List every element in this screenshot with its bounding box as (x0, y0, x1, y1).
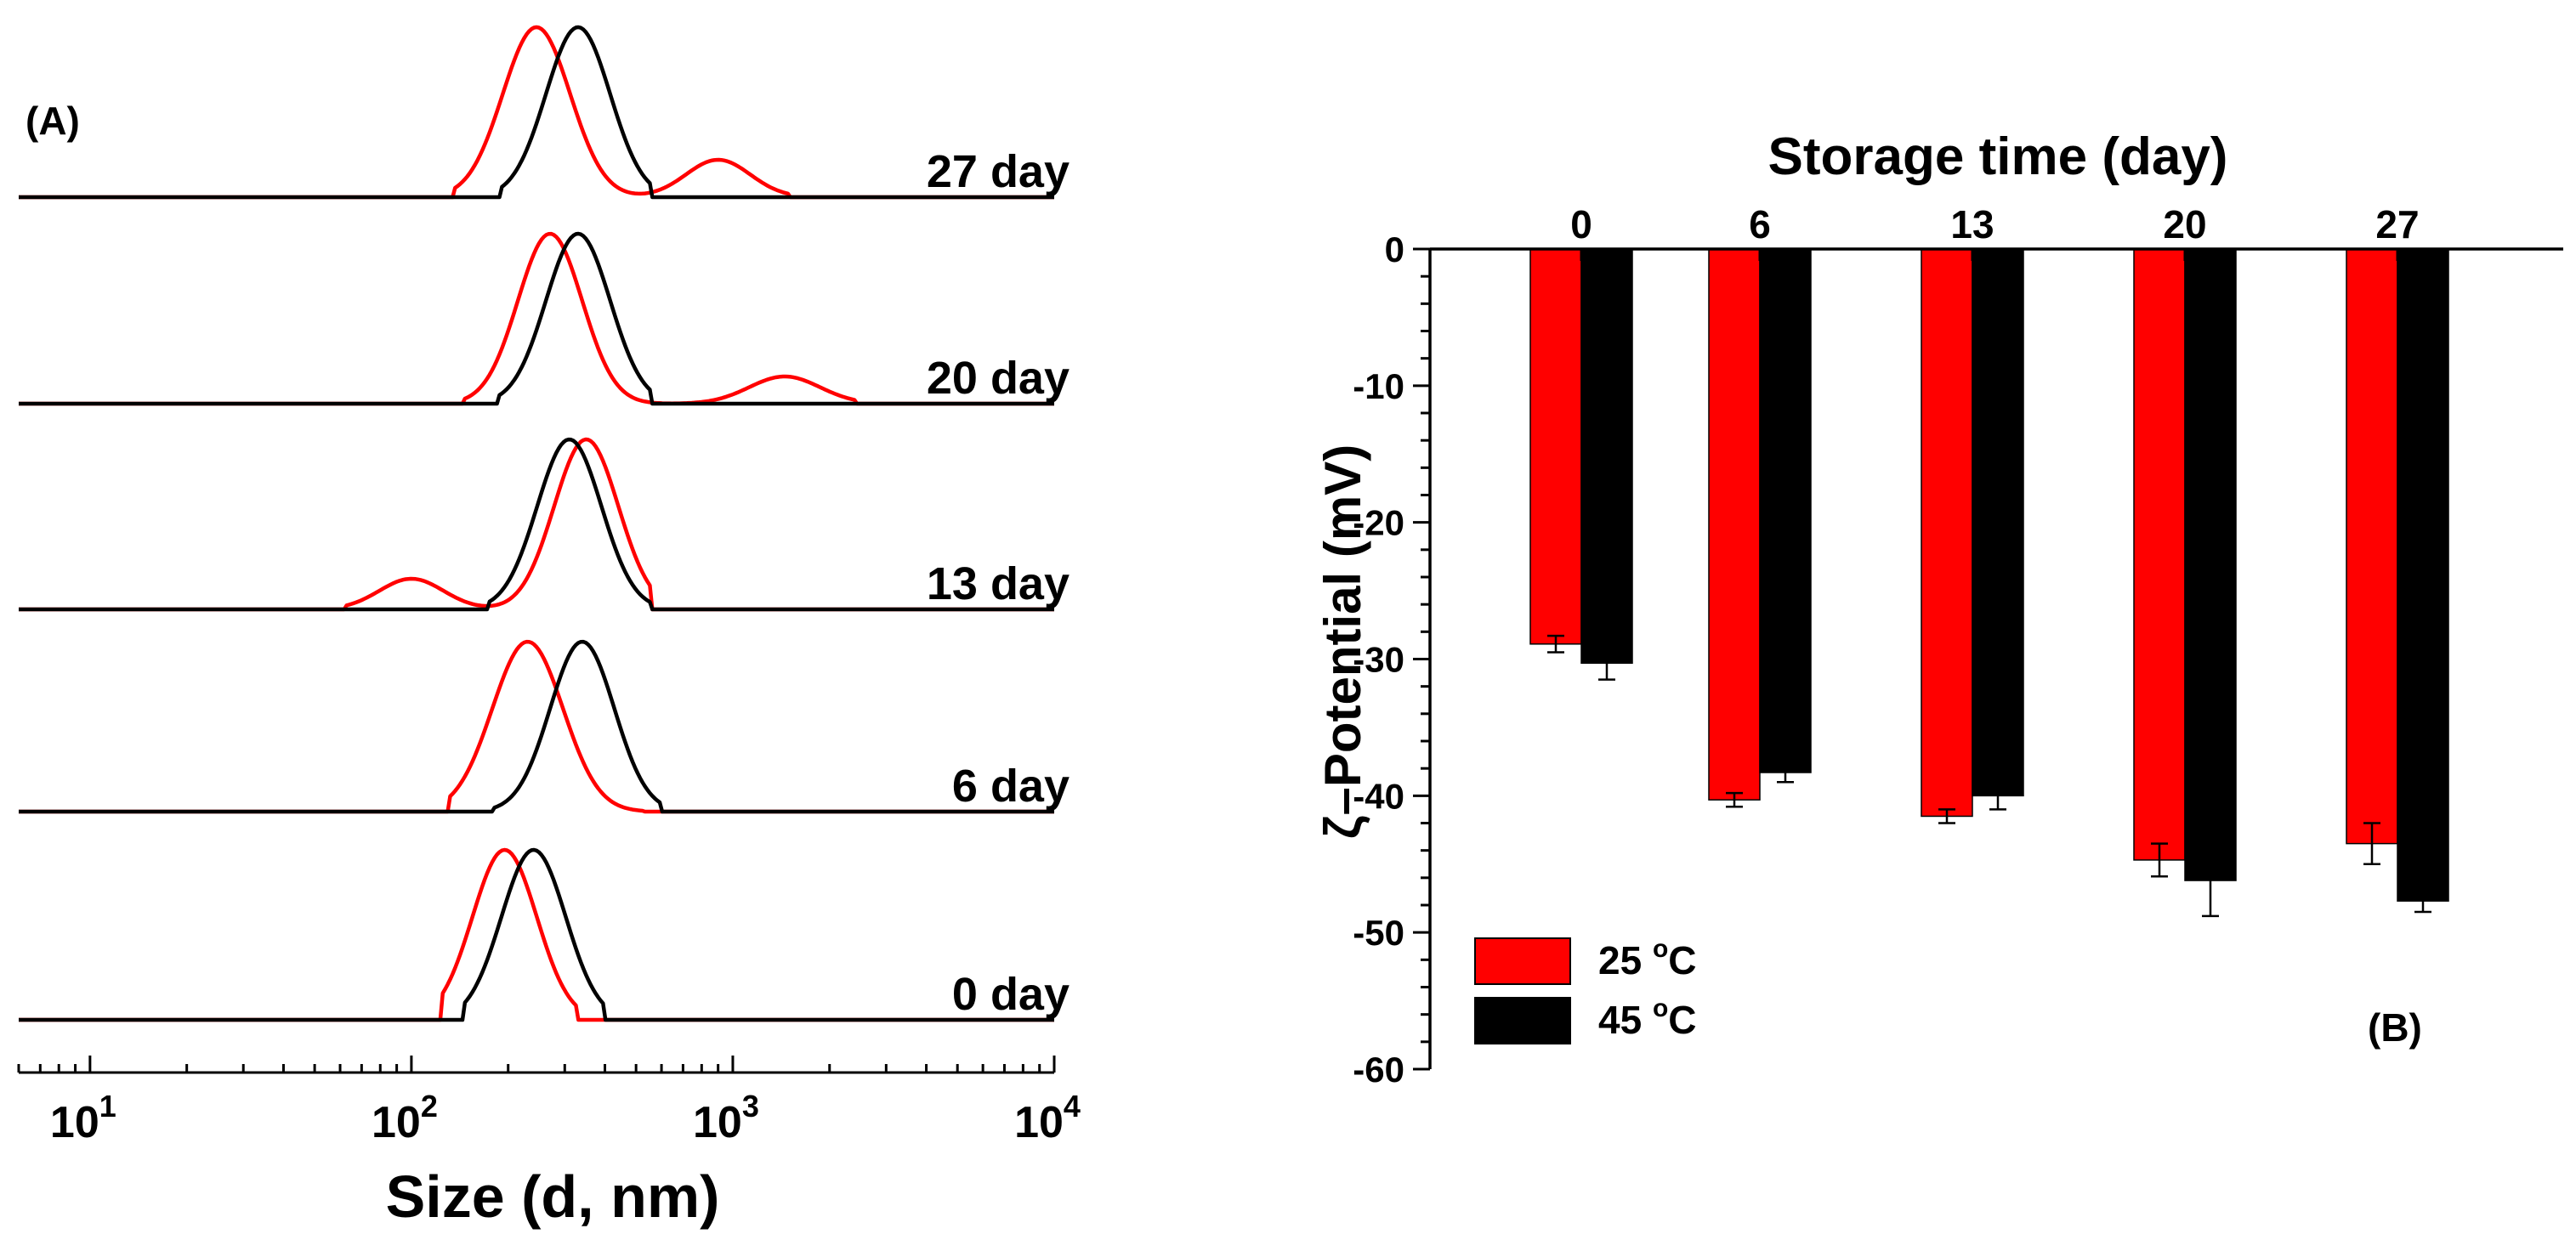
legend-degree: o (1653, 935, 1668, 963)
legend-value: 25 (1598, 938, 1653, 982)
storage-time-axis-title: Storage time (day) (1768, 127, 2228, 186)
offset-group: 6 day (19, 639, 1070, 814)
tick-base: 10 (372, 1098, 421, 1147)
panel-b-zeta-potential: Storage time (day) 0 6 13 20 27 0 -10 -20 -30 -40… (1314, 127, 2563, 1090)
distribution-curve (19, 847, 1054, 1022)
panel-a-label: (A) (26, 99, 80, 143)
distribution-curve (19, 437, 1054, 612)
legend-swatch (1474, 937, 1571, 985)
legend-label: 45 oC (1598, 994, 1697, 1042)
zeta-bar (1580, 248, 1633, 665)
y-tick-label: -10 (1353, 366, 1404, 406)
y-tick-label: -60 (1353, 1050, 1404, 1090)
distribution-curve (19, 231, 1054, 406)
zeta-axis-label: ζ–Potential (mV) (1314, 444, 1371, 839)
offset-group: 0 day (19, 847, 1070, 1022)
offset-group: 13 day (19, 437, 1070, 612)
zeta-bars (1529, 248, 2449, 918)
day-label: 6 day (952, 761, 1070, 812)
tick-base: 10 (1014, 1098, 1064, 1147)
zeta-bar (2133, 248, 2186, 861)
size-axis-label: Size (d, nm) (386, 1163, 720, 1230)
category-label: 27 (2375, 202, 2419, 246)
distribution-curve (19, 847, 1054, 1022)
tick-exponent: 1 (99, 1089, 116, 1124)
size-distribution-curves: 27 day 20 day 13 day 6 day 0 day (19, 25, 1070, 1022)
zeta-bar (1972, 248, 2024, 797)
legend-unit: C (1668, 938, 1696, 982)
tick-exponent: 2 (421, 1089, 438, 1124)
distribution-curve (19, 231, 1054, 406)
zeta-bar (1759, 248, 1812, 773)
zeta-bar (2184, 248, 2237, 881)
zeta-bar (2397, 248, 2449, 902)
category-label: 20 (2163, 202, 2206, 246)
y-tick-label: 0 (1385, 229, 1404, 269)
day-label: 27 day (927, 146, 1070, 197)
distribution-curve (19, 639, 1054, 814)
y-tick-label: -20 (1353, 503, 1404, 543)
category-label: 6 (1749, 202, 1771, 246)
offset-group: 27 day (19, 25, 1070, 200)
day-label: 0 day (952, 969, 1070, 1020)
x-tick-label: 102 (372, 1089, 438, 1147)
legend-value: 45 (1598, 998, 1653, 1042)
y-tick-label: -30 (1353, 640, 1404, 680)
y-tick-label: -40 (1353, 776, 1404, 816)
x-tick-label: 101 (50, 1089, 116, 1147)
distribution-curve (19, 25, 1054, 200)
distribution-curve (19, 639, 1054, 814)
tick-base: 10 (50, 1098, 99, 1147)
category-label: 0 (1570, 202, 1592, 246)
panel-b-label: (B) (2368, 1005, 2422, 1050)
tick-exponent: 3 (742, 1089, 759, 1124)
distribution-curve (19, 437, 1054, 612)
legend-degree: o (1653, 994, 1668, 1022)
tick-base: 10 (693, 1098, 742, 1147)
size-axis: 101 102 103 104 (17, 1056, 1081, 1147)
legend-label: 25 oC (1598, 935, 1697, 982)
day-label: 13 day (927, 558, 1070, 609)
x-tick-label: 104 (1014, 1089, 1081, 1147)
tick-exponent: 4 (1064, 1089, 1081, 1124)
zeta-axes: 0 6 13 20 27 0 -10 -20 -30 -40 -50 -60 (1353, 202, 2563, 1090)
distribution-curve (19, 25, 1054, 200)
legend-unit: C (1668, 998, 1696, 1042)
day-label: 20 day (927, 353, 1070, 404)
offset-group: 20 day (19, 231, 1070, 406)
zeta-bar (1529, 248, 1582, 645)
zeta-bar (1921, 248, 1973, 818)
zeta-bar (1708, 248, 1761, 801)
zeta-bar (2346, 248, 2398, 845)
legend-swatch (1474, 997, 1571, 1044)
category-label: 13 (1950, 202, 1994, 246)
y-tick-label: -50 (1353, 913, 1404, 953)
x-tick-label: 103 (693, 1089, 759, 1147)
